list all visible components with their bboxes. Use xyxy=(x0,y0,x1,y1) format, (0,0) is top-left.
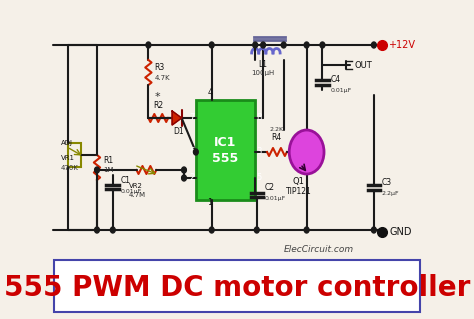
Circle shape xyxy=(253,42,257,48)
Text: 2.2K: 2.2K xyxy=(270,127,283,132)
Circle shape xyxy=(95,167,100,173)
Circle shape xyxy=(289,130,324,174)
Text: C3: C3 xyxy=(382,178,392,187)
Circle shape xyxy=(146,42,151,48)
Circle shape xyxy=(320,42,325,48)
Bar xyxy=(69,143,81,167)
Circle shape xyxy=(95,227,100,233)
Text: ElecCircuit.com: ElecCircuit.com xyxy=(283,246,354,255)
Text: *: * xyxy=(155,92,161,102)
Circle shape xyxy=(281,42,286,48)
Circle shape xyxy=(182,167,186,173)
Text: 0.01µF: 0.01µF xyxy=(264,196,286,201)
Text: IC1: IC1 xyxy=(214,136,237,149)
Circle shape xyxy=(261,42,265,48)
Circle shape xyxy=(182,175,186,181)
FancyBboxPatch shape xyxy=(54,260,420,312)
Text: VR1: VR1 xyxy=(61,155,74,161)
Text: ADJ: ADJ xyxy=(61,140,73,146)
Text: 100µH: 100µH xyxy=(252,70,275,76)
Text: 555: 555 xyxy=(212,152,238,165)
FancyBboxPatch shape xyxy=(196,100,255,200)
Text: OUT: OUT xyxy=(354,61,372,70)
Text: 5: 5 xyxy=(257,174,262,182)
Text: 1M: 1M xyxy=(103,167,114,173)
Text: 4.7K: 4.7K xyxy=(155,75,170,81)
Text: 8: 8 xyxy=(257,114,262,122)
Text: 3: 3 xyxy=(257,147,262,157)
Text: GND: GND xyxy=(390,227,412,237)
Text: 470K: 470K xyxy=(61,165,79,171)
Circle shape xyxy=(372,42,376,48)
Circle shape xyxy=(210,42,214,48)
Text: 4: 4 xyxy=(208,88,213,97)
Text: 2.2µF: 2.2µF xyxy=(382,191,400,196)
Text: 6: 6 xyxy=(189,147,194,157)
Text: 4.7M: 4.7M xyxy=(128,192,146,198)
Text: 0.01µF: 0.01µF xyxy=(121,189,142,194)
Text: C2: C2 xyxy=(264,183,275,192)
Circle shape xyxy=(372,227,376,233)
Text: 7: 7 xyxy=(189,114,194,122)
Text: D1: D1 xyxy=(173,127,184,136)
Circle shape xyxy=(210,227,214,233)
Text: 0.01µF: 0.01µF xyxy=(330,88,352,93)
Text: +12V: +12V xyxy=(388,40,415,50)
Polygon shape xyxy=(172,111,182,125)
Text: C4: C4 xyxy=(330,75,340,84)
Text: VR2: VR2 xyxy=(128,183,143,189)
Text: 555 PWM DC motor controller: 555 PWM DC motor controller xyxy=(4,274,470,302)
Text: R2: R2 xyxy=(153,101,163,110)
Text: 1: 1 xyxy=(208,198,213,207)
Circle shape xyxy=(193,149,198,155)
Text: C1: C1 xyxy=(121,176,131,185)
Circle shape xyxy=(304,227,309,233)
Text: Q1: Q1 xyxy=(293,177,305,186)
Text: 2: 2 xyxy=(189,174,194,182)
Text: L1: L1 xyxy=(259,60,268,69)
Circle shape xyxy=(110,227,115,233)
Text: R1: R1 xyxy=(103,156,113,165)
Text: R4: R4 xyxy=(272,133,282,142)
Text: TIP121: TIP121 xyxy=(286,187,311,196)
Circle shape xyxy=(304,42,309,48)
Circle shape xyxy=(255,227,259,233)
Text: R3: R3 xyxy=(155,63,165,72)
